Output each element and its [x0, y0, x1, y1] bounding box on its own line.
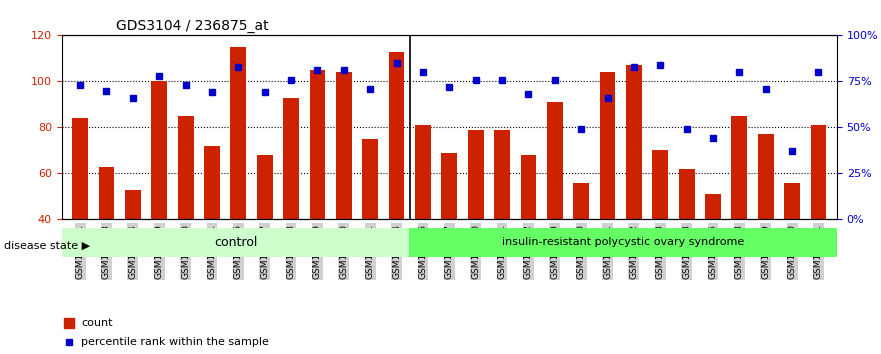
Bar [309, 70, 325, 219]
Bar [389, 51, 404, 219]
Bar [256, 155, 272, 219]
Bar [415, 125, 431, 219]
Bar [99, 166, 115, 219]
Text: insulin-resistant polycystic ovary syndrome: insulin-resistant polycystic ovary syndr… [502, 238, 744, 247]
Bar [811, 125, 826, 219]
Text: disease state ▶: disease state ▶ [4, 241, 91, 251]
Bar [468, 130, 484, 219]
Bar [652, 150, 668, 219]
Bar [574, 183, 589, 219]
Bar [72, 118, 88, 219]
Bar [125, 189, 141, 219]
FancyBboxPatch shape [62, 228, 409, 257]
Bar [731, 116, 747, 219]
Bar [494, 130, 510, 219]
Bar [784, 183, 800, 219]
Bar [547, 102, 563, 219]
Bar [521, 155, 537, 219]
Bar [600, 72, 616, 219]
Bar [152, 81, 167, 219]
Bar [204, 146, 220, 219]
Bar [283, 97, 299, 219]
Bar [231, 47, 247, 219]
Text: GDS3104 / 236875_at: GDS3104 / 236875_at [116, 19, 269, 33]
Bar [441, 153, 457, 219]
Bar [178, 116, 194, 219]
Bar [705, 194, 721, 219]
Bar [336, 72, 352, 219]
Bar [678, 169, 694, 219]
Bar [362, 139, 378, 219]
Bar [758, 134, 774, 219]
Text: percentile rank within the sample: percentile rank within the sample [81, 337, 269, 347]
Text: control: control [214, 236, 257, 249]
FancyBboxPatch shape [409, 228, 837, 257]
Text: count: count [81, 318, 113, 328]
Bar [626, 65, 642, 219]
